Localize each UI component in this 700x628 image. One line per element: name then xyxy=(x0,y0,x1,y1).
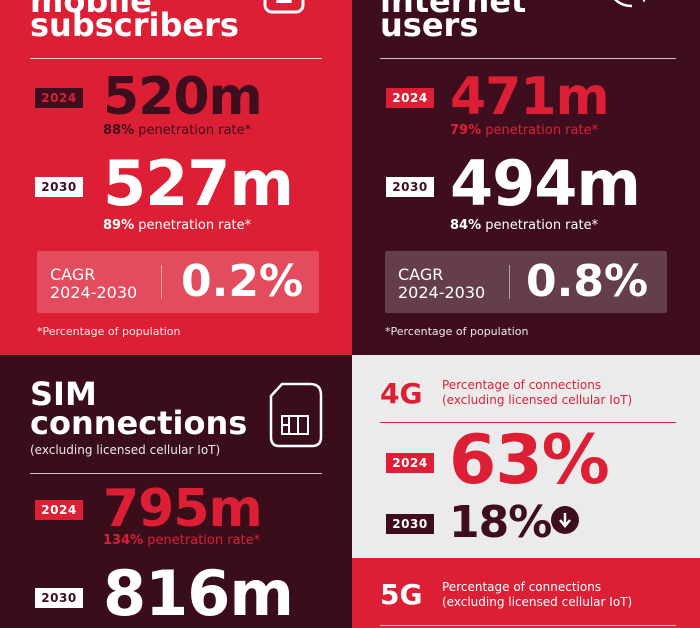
mobile-cagr-value: 0.2% xyxy=(181,256,304,307)
mobile-cagr-label-line2: 2024-2030 xyxy=(50,283,138,302)
sim-subheading: (excluding licensed cellular IoT) xyxy=(30,443,221,457)
sim-value-2030: 816m xyxy=(103,557,294,628)
sim-connections-panel: SIM connections (excluding licensed cell… xyxy=(0,355,352,628)
4g-description-line1: Percentage of connections xyxy=(442,378,602,392)
internet-cagr-value: 0.8% xyxy=(526,256,649,307)
sim-year-2024: 2024 xyxy=(35,500,83,520)
mobile-divider xyxy=(30,58,322,59)
5g-description-line2: (excluding licensed cellular IoT) xyxy=(442,595,633,609)
internet-heading-line1: internet xyxy=(380,0,527,20)
mobile-cagr-label-line1: CAGR xyxy=(50,265,96,284)
mobile-value-2024: 520m xyxy=(103,67,263,127)
arrow-down-circle-icon xyxy=(551,506,579,534)
5g-divider xyxy=(380,625,676,626)
sim-value-2024: 795m xyxy=(103,479,263,539)
4g-panel: 4G Percentage of connections (excluding … xyxy=(352,355,700,558)
internet-touch-icon xyxy=(613,0,646,8)
mobile-penetration-2024: 88% penetration rate* xyxy=(103,123,252,138)
internet-divider xyxy=(380,58,676,59)
internet-year-2024: 2024 xyxy=(386,88,434,108)
phone-icon xyxy=(263,0,305,14)
internet-cagr-label-line2: 2024-2030 xyxy=(398,283,486,302)
mobile-year-2024: 2024 xyxy=(35,88,83,108)
mobile-subscribers-panel: mobile subscribers 2024 520m 88% penetra… xyxy=(0,0,352,355)
internet-cagr-box: CAGR 2024-2030 0.8% xyxy=(385,251,667,313)
4g-year-2024: 2024 xyxy=(386,453,434,473)
5g-panel: 5G Percentage of connections (excluding … xyxy=(352,558,700,628)
internet-value-2030: 494m xyxy=(450,147,641,220)
mobile-penetration-2030: 89% penetration rate* xyxy=(103,218,252,233)
internet-cagr-separator xyxy=(509,265,510,299)
sim-penetration-2024: 134% penetration rate* xyxy=(103,533,261,548)
sim-divider xyxy=(30,473,322,474)
sim-heading-line1: SIM xyxy=(30,375,97,413)
internet-penetration-2024: 79% penetration rate* xyxy=(450,123,599,138)
internet-penetration-2030: 84% penetration rate* xyxy=(450,218,599,233)
sim-heading-line2: connections xyxy=(30,404,248,442)
5g-label: 5G xyxy=(380,578,423,611)
sim-year-2030: 2030 xyxy=(35,588,83,608)
mobile-value-2030: 527m xyxy=(103,147,294,220)
mobile-cagr-separator xyxy=(161,265,162,299)
mobile-footnote: *Percentage of population xyxy=(37,325,181,338)
internet-year-2030: 2030 xyxy=(386,177,434,197)
internet-heading-line2: users xyxy=(380,6,479,44)
4g-year-2030: 2030 xyxy=(386,514,434,534)
internet-cagr-label-line1: CAGR xyxy=(398,265,444,284)
mobile-heading-line1: mobile xyxy=(30,0,152,20)
internet-value-2024: 471m xyxy=(450,67,610,127)
4g-value-2030: 18% xyxy=(449,497,552,548)
mobile-cagr-box: CAGR 2024-2030 0.2% xyxy=(37,251,319,313)
sim-card-icon xyxy=(269,382,323,448)
4g-description-line2: (excluding licensed cellular IoT) xyxy=(442,393,633,407)
mobile-heading-line2: subscribers xyxy=(30,6,239,44)
internet-footnote: *Percentage of population xyxy=(385,325,529,338)
mobile-year-2030: 2030 xyxy=(35,177,83,197)
4g-value-2024: 63% xyxy=(449,421,610,500)
internet-users-panel: internet users 2024 471m 79% penetration… xyxy=(352,0,700,355)
5g-description-line1: Percentage of connections xyxy=(442,580,602,594)
4g-divider xyxy=(380,422,676,423)
4g-label: 4G xyxy=(380,377,423,410)
